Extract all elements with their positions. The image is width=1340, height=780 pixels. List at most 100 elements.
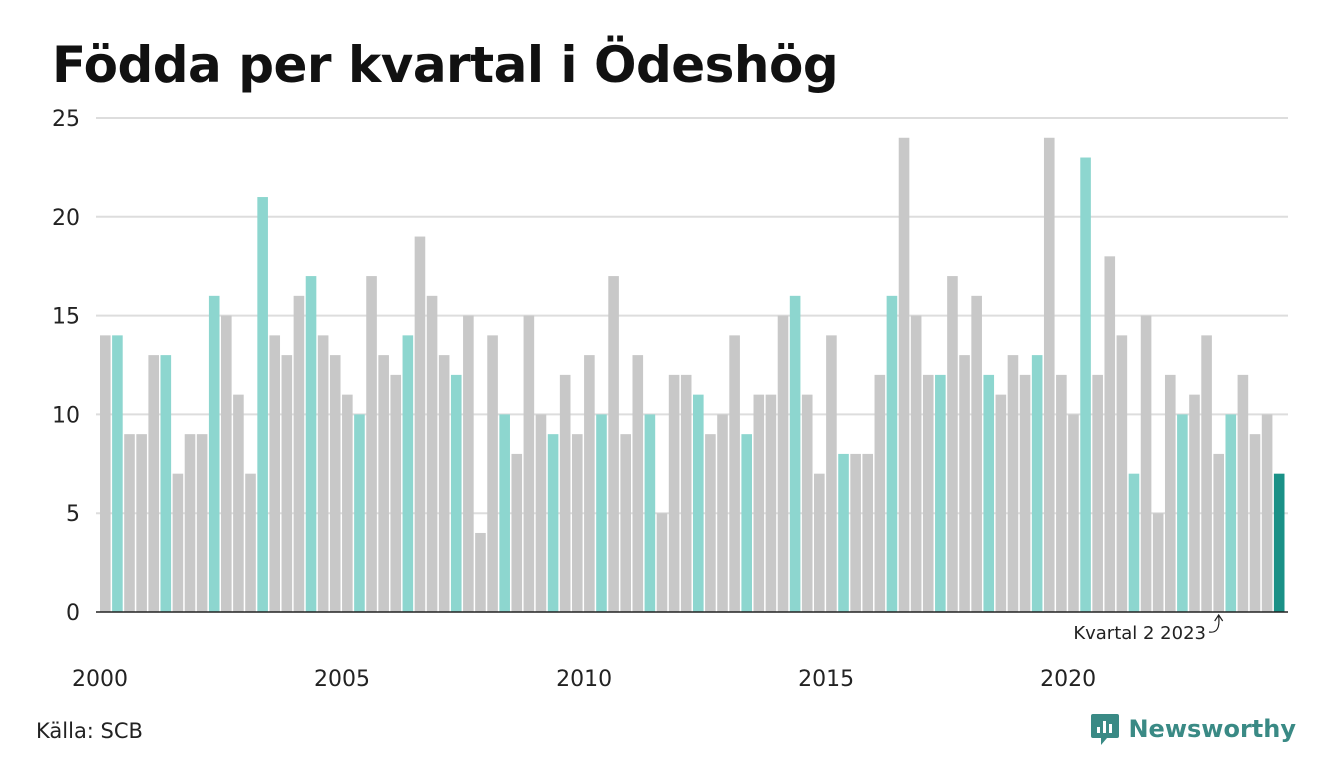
bar [124, 434, 135, 612]
bar [269, 335, 281, 612]
bar [329, 355, 341, 612]
brand-logo[interactable]: Newsworthy [1090, 712, 1296, 746]
bar [559, 374, 571, 612]
bar [668, 374, 680, 612]
bar [1116, 335, 1128, 612]
bar [680, 374, 692, 612]
bar [693, 394, 704, 612]
bar [136, 434, 147, 612]
x-tick-label: 2015 [798, 667, 854, 692]
bar [777, 315, 789, 612]
bar [1177, 414, 1188, 612]
bar [1056, 374, 1067, 612]
bar [838, 453, 849, 612]
bars [100, 137, 1285, 613]
bar [1019, 374, 1031, 612]
bar [535, 414, 547, 612]
bar [765, 394, 777, 612]
bar [402, 335, 414, 612]
bar [148, 355, 160, 612]
bar [1031, 355, 1043, 612]
bar [886, 295, 898, 612]
x-tick-label: 2005 [314, 667, 370, 692]
bar [922, 374, 934, 612]
bar [390, 374, 402, 612]
bar [983, 374, 995, 612]
bar [584, 355, 595, 612]
chart-title: Födda per kvartal i Ödeshög [52, 36, 839, 94]
x-axis-labels: 2000 2005 2010 2015 2020 [72, 667, 1096, 692]
bar [814, 473, 825, 612]
bar [293, 295, 305, 612]
bar [1007, 355, 1019, 612]
bar [511, 453, 523, 612]
bar [1273, 473, 1285, 612]
bar [596, 414, 607, 612]
bar [208, 295, 220, 612]
bar [1080, 157, 1091, 612]
bar [910, 315, 922, 612]
bar [523, 315, 535, 612]
y-tick-label: 5 [66, 502, 80, 527]
bar [1164, 374, 1176, 612]
x-tick-label: 2020 [1040, 667, 1096, 692]
bar [475, 532, 486, 612]
bar [753, 394, 765, 612]
bar [499, 414, 510, 612]
bar [632, 355, 644, 612]
bar [342, 394, 353, 612]
bar [221, 315, 232, 612]
bar [1249, 434, 1261, 612]
bar [414, 236, 426, 612]
bar [1092, 374, 1103, 612]
bar [184, 434, 196, 612]
bar [1189, 394, 1200, 612]
bar [729, 335, 740, 612]
y-tick-label: 15 [52, 305, 80, 330]
y-axis-labels: 0 5 10 15 20 25 [52, 107, 80, 626]
newsworthy-logo-icon [1091, 714, 1120, 745]
bar [100, 335, 111, 612]
bar [947, 276, 958, 612]
bar [112, 335, 123, 612]
bar [644, 414, 656, 612]
bar [487, 335, 498, 612]
bar [959, 355, 970, 612]
bar [1201, 335, 1212, 612]
annotation-arrow [1208, 613, 1224, 633]
bar [705, 434, 716, 612]
bar [1152, 513, 1164, 612]
bar [281, 355, 293, 612]
bar [826, 335, 837, 612]
annotation-label: Kvartal 2 2023 [1073, 623, 1206, 644]
bar [850, 453, 861, 612]
bar [608, 276, 619, 612]
bar [1128, 473, 1140, 612]
bar [305, 276, 317, 612]
bar [1225, 414, 1237, 612]
bar [741, 434, 753, 612]
bar [1237, 374, 1249, 612]
bar [438, 355, 450, 612]
bar [1043, 137, 1055, 612]
bar [935, 374, 946, 612]
x-tick-label: 2010 [556, 667, 612, 692]
bar [620, 434, 631, 612]
bar [257, 197, 268, 613]
bar [789, 295, 801, 612]
bar [862, 453, 874, 612]
bar [717, 414, 728, 612]
bar [450, 374, 462, 612]
bar [233, 394, 244, 612]
bar [571, 434, 583, 612]
brand-name: Newsworthy [1128, 715, 1296, 743]
bar [898, 137, 910, 612]
y-tick-label: 25 [52, 107, 80, 132]
bar [1068, 414, 1079, 612]
bar [172, 473, 184, 612]
y-tick-label: 0 [66, 601, 80, 626]
bar [801, 394, 813, 612]
bar [1140, 315, 1152, 612]
bar [378, 355, 389, 612]
